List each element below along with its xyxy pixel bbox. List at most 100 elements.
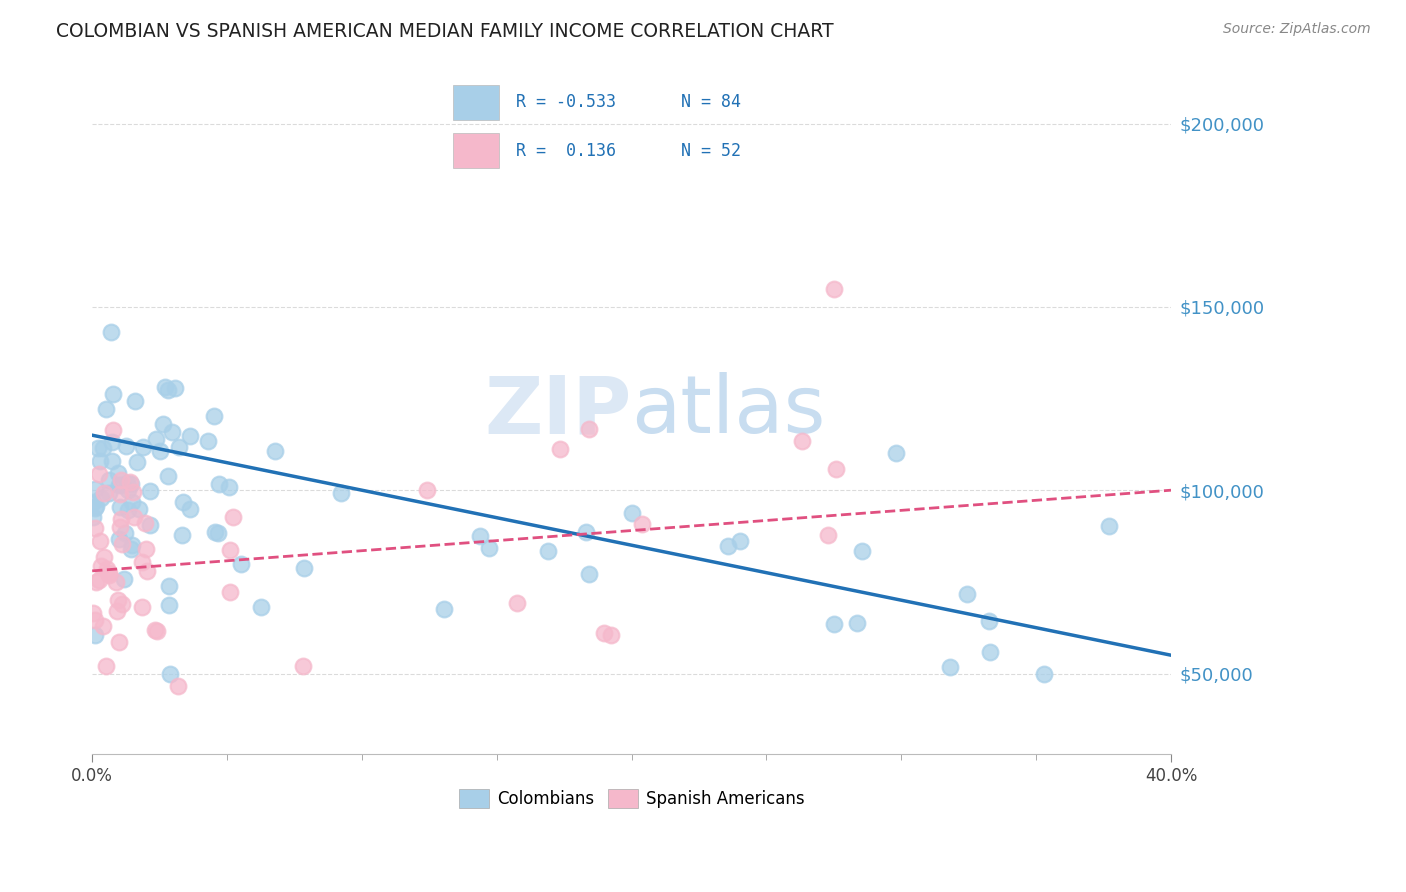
Point xyxy=(120,476,142,491)
Point xyxy=(93,549,115,564)
Point xyxy=(110,473,132,487)
Point xyxy=(84,482,107,496)
Point xyxy=(264,443,287,458)
Point xyxy=(197,434,219,448)
Point xyxy=(84,521,107,535)
Point xyxy=(122,509,145,524)
Point xyxy=(84,575,107,590)
Point xyxy=(97,486,120,500)
Point xyxy=(108,487,131,501)
Point xyxy=(94,401,117,416)
Point xyxy=(117,483,139,497)
Point xyxy=(145,432,167,446)
Point xyxy=(167,440,190,454)
Point xyxy=(728,534,751,549)
Point xyxy=(108,478,131,492)
Point xyxy=(152,417,174,431)
Point xyxy=(823,617,845,632)
Point xyxy=(90,559,112,574)
Point xyxy=(87,441,110,455)
Point xyxy=(111,597,134,611)
Point xyxy=(91,441,114,455)
Point xyxy=(146,624,169,639)
Point xyxy=(124,394,146,409)
Point xyxy=(470,529,492,543)
Point xyxy=(84,613,107,627)
Point xyxy=(136,564,159,578)
Point xyxy=(156,469,179,483)
Point xyxy=(121,485,143,500)
Point xyxy=(138,518,160,533)
Point xyxy=(101,454,124,468)
Point xyxy=(250,599,273,614)
Point xyxy=(574,524,596,539)
Point xyxy=(179,502,201,516)
Point xyxy=(790,434,813,448)
Text: atlas: atlas xyxy=(631,372,825,450)
Point xyxy=(82,494,104,508)
Point xyxy=(291,659,314,673)
Text: COLOMBIAN VS SPANISH AMERICAN MEDIAN FAMILY INCOME CORRELATION CHART: COLOMBIAN VS SPANISH AMERICAN MEDIAN FAM… xyxy=(56,22,834,41)
Point xyxy=(87,467,110,481)
Point xyxy=(128,502,150,516)
Point xyxy=(89,574,111,588)
Point xyxy=(506,596,529,610)
Point xyxy=(599,628,621,642)
Point xyxy=(578,566,600,581)
Point xyxy=(817,528,839,542)
Point xyxy=(156,383,179,397)
Point xyxy=(96,562,118,576)
Point xyxy=(149,443,172,458)
Point xyxy=(143,623,166,637)
Point xyxy=(108,635,131,649)
Point xyxy=(107,466,129,480)
Point xyxy=(979,645,1001,659)
Point xyxy=(218,585,240,599)
Point xyxy=(219,543,242,558)
Point xyxy=(110,536,132,550)
Point xyxy=(93,486,115,500)
Point xyxy=(131,555,153,569)
Point xyxy=(108,500,131,514)
Point xyxy=(112,572,135,586)
Point xyxy=(120,541,142,556)
Point xyxy=(846,616,869,631)
Point xyxy=(229,558,252,572)
Text: Source: ZipAtlas.com: Source: ZipAtlas.com xyxy=(1223,22,1371,37)
Point xyxy=(955,587,977,601)
Point xyxy=(117,503,139,517)
Point xyxy=(578,422,600,436)
Point xyxy=(329,486,352,500)
Point xyxy=(204,524,226,539)
Legend: Colombians, Spanish Americans: Colombians, Spanish Americans xyxy=(453,782,811,814)
Point xyxy=(111,477,134,491)
Point xyxy=(100,326,122,340)
Point xyxy=(823,281,845,295)
Point xyxy=(118,475,141,489)
Point xyxy=(884,446,907,460)
Text: N = 84: N = 84 xyxy=(681,94,741,112)
Point xyxy=(202,409,225,424)
Point xyxy=(89,534,111,549)
Point xyxy=(135,542,157,557)
Point xyxy=(82,509,104,524)
Point xyxy=(179,429,201,443)
Point xyxy=(548,442,571,457)
Point xyxy=(94,658,117,673)
Point xyxy=(101,423,124,437)
Point xyxy=(131,599,153,614)
Point xyxy=(157,579,180,593)
Point xyxy=(121,538,143,552)
Point xyxy=(416,483,439,498)
Point xyxy=(98,473,121,487)
Point xyxy=(115,476,138,491)
Point xyxy=(938,659,960,673)
Point xyxy=(292,560,315,574)
Point xyxy=(90,491,112,505)
Point xyxy=(167,679,190,693)
Point xyxy=(159,666,181,681)
Point xyxy=(717,539,740,553)
Point xyxy=(121,495,143,509)
Point xyxy=(172,495,194,509)
Point xyxy=(222,509,245,524)
